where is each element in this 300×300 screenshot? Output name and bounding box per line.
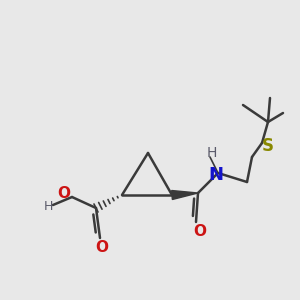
Polygon shape: [172, 190, 198, 200]
Text: S: S: [262, 137, 274, 155]
Text: O: O: [58, 187, 70, 202]
Text: N: N: [208, 166, 224, 184]
Text: H: H: [43, 200, 53, 214]
Text: O: O: [95, 241, 109, 256]
Text: H: H: [207, 146, 217, 160]
Text: O: O: [194, 224, 206, 239]
